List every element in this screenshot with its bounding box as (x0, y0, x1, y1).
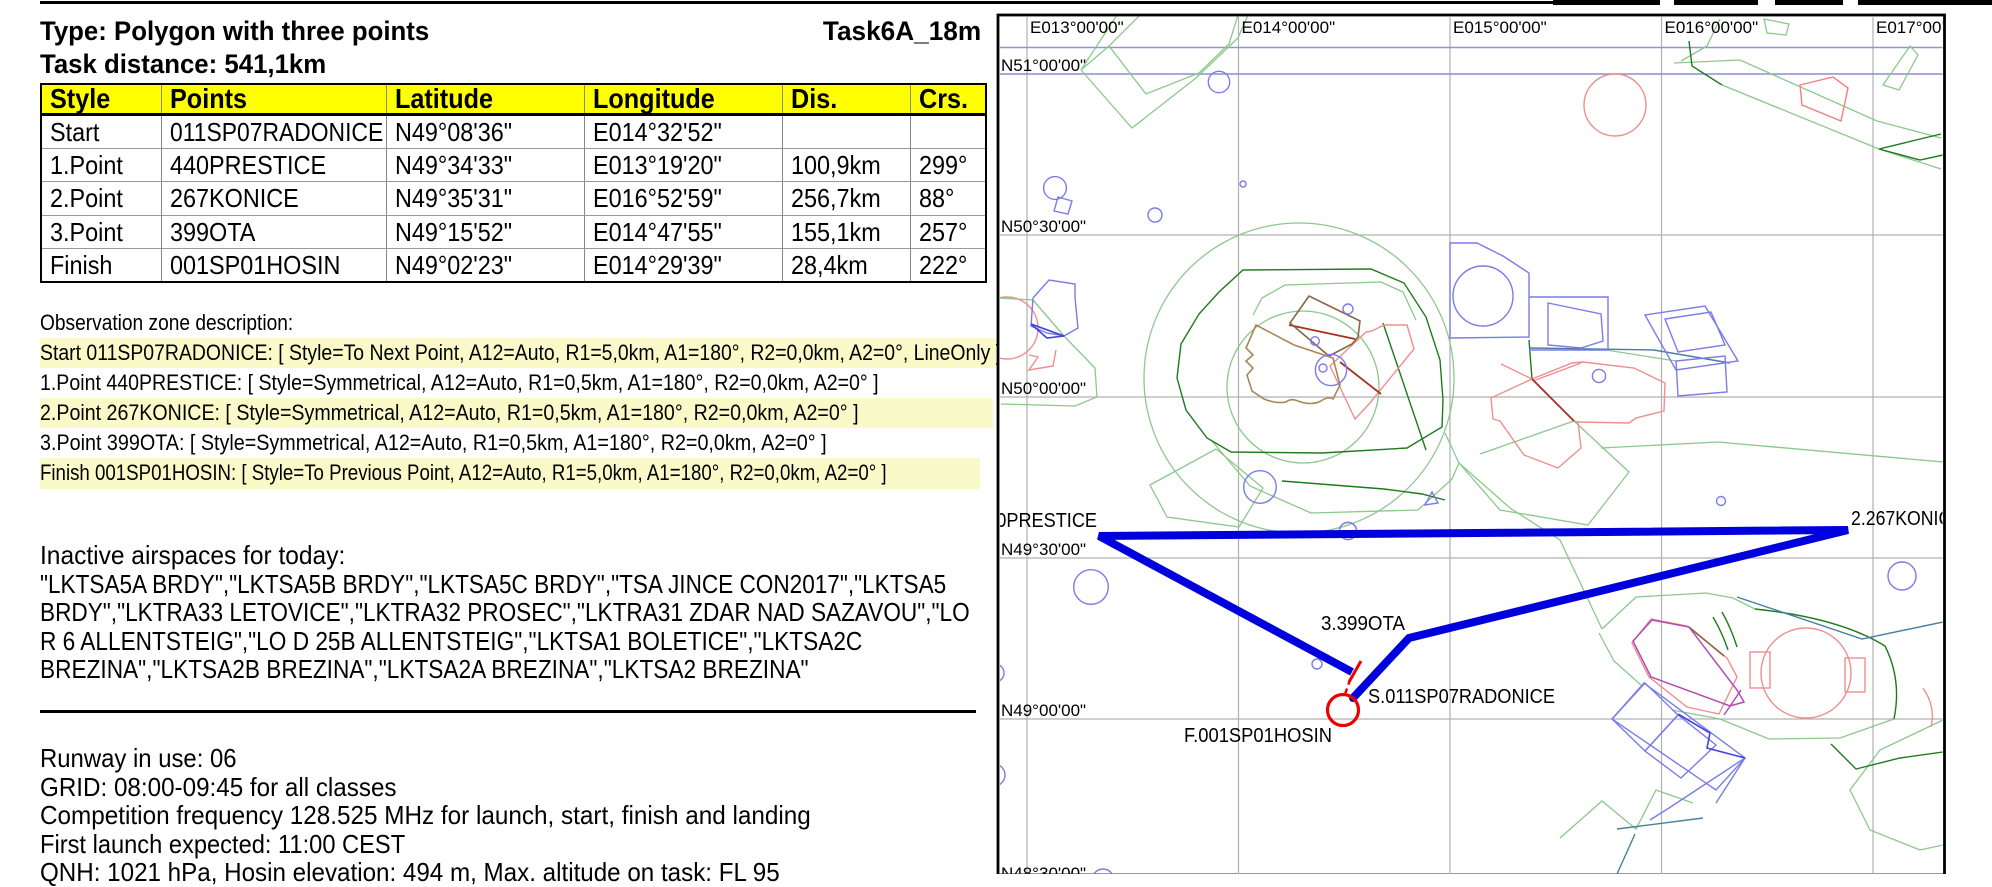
svg-text:1.440PRESTICE: 1.440PRESTICE (961, 510, 1097, 532)
svg-text:E017°00'00": E017°00'00" (1876, 18, 1970, 37)
svg-text:2.267KONICE: 2.267KONICE (1851, 508, 1963, 530)
svg-text:N50°00'00": N50°00'00" (1001, 379, 1086, 398)
svg-text:E013°00'00": E013°00'00" (1030, 18, 1124, 37)
svg-text:N48°30'00": N48°30'00" (1001, 864, 1086, 874)
svg-text:N49°00'00": N49°00'00" (1001, 701, 1086, 720)
svg-text:E015°00'00": E015°00'00" (1453, 18, 1547, 37)
svg-text:N50°30'00": N50°30'00" (1001, 217, 1086, 236)
svg-text:3.399OTA: 3.399OTA (1321, 613, 1406, 635)
svg-text:F.001SP01HOSIN: F.001SP01HOSIN (1184, 725, 1332, 747)
svg-text:N49°30'00": N49°30'00" (1001, 540, 1086, 559)
svg-text:N51°00'00": N51°00'00" (1001, 56, 1086, 75)
svg-text:E014°00'00": E014°00'00" (1242, 18, 1336, 37)
svg-text:E016°00'00": E016°00'00" (1665, 18, 1759, 37)
svg-text:S.011SP07RADONICE: S.011SP07RADONICE (1368, 686, 1555, 708)
